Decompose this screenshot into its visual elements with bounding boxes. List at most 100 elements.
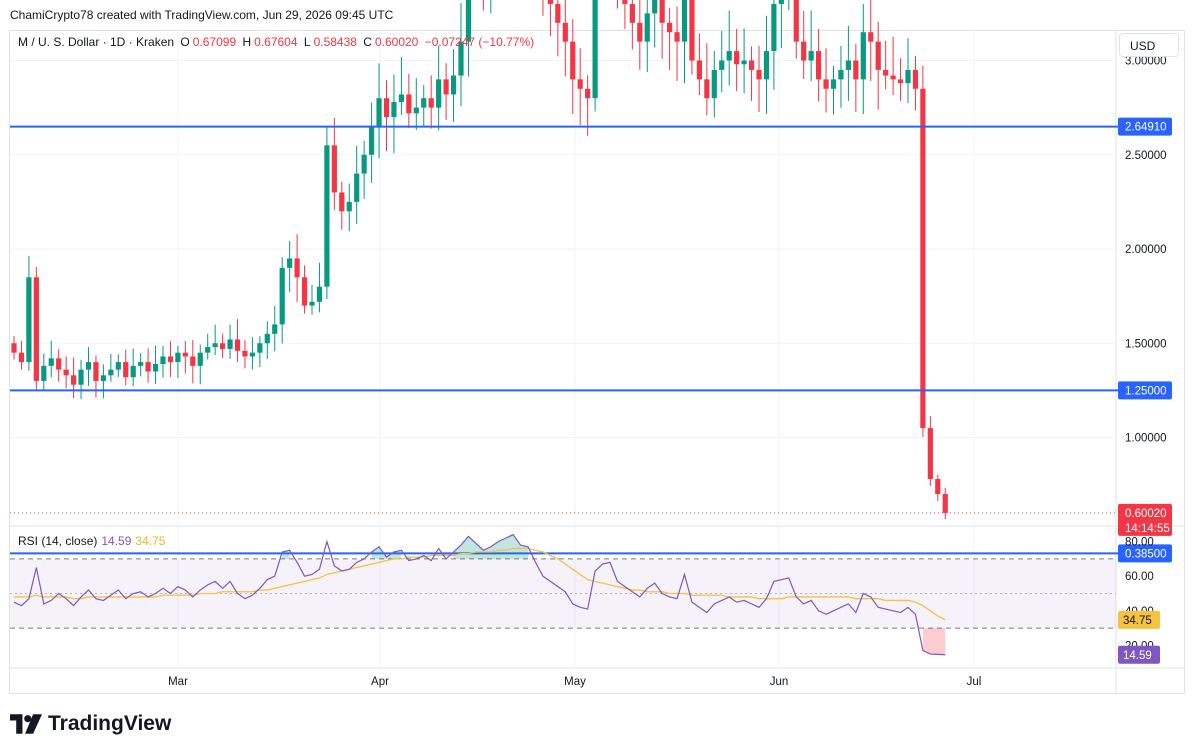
- bar-countdown-label: 14:14:55: [1125, 523, 1170, 535]
- candle-body: [652, 0, 658, 14]
- x-tick-label: Mar: [168, 676, 188, 688]
- candle-body: [78, 369, 84, 385]
- candle-body: [555, 3, 561, 23]
- candle-body: [644, 13, 650, 42]
- candle-body: [182, 352, 188, 357]
- candle-body: [130, 365, 136, 378]
- candle-body: [547, 0, 553, 4]
- candle-body: [562, 22, 568, 42]
- rsi-ma-badge-label: 34.75: [1123, 615, 1152, 627]
- x-tick-label: May: [564, 676, 586, 688]
- candle-body: [391, 101, 397, 118]
- candle-body: [845, 60, 851, 70]
- high-value: 0.67604: [254, 35, 298, 49]
- y-tick-label: 1.00000: [1125, 433, 1167, 445]
- candle-body: [41, 365, 47, 381]
- candle-body: [734, 51, 740, 65]
- candle-body: [175, 352, 181, 363]
- low-value: 0.58438: [313, 35, 357, 49]
- y-tick-label: 2.50000: [1125, 150, 1167, 162]
- candle-body: [369, 126, 375, 155]
- candle-body: [212, 343, 218, 348]
- candle-body: [227, 339, 233, 349]
- candle-body: [935, 478, 941, 495]
- candle-body: [257, 343, 263, 353]
- candle-body: [681, 0, 688, 42]
- rsi-line: [13, 533, 946, 656]
- candle-body: [443, 79, 449, 95]
- candle-body: [234, 339, 241, 351]
- candle-body: [220, 343, 226, 349]
- candle-body: [853, 60, 859, 80]
- candle-body: [376, 98, 382, 127]
- candle-body: [152, 363, 159, 372]
- symbol-legend: M / U. S. Dollar · 1D · Kraken O 0.67099 …: [18, 35, 537, 49]
- rsi-overbought-fill: [513, 534, 521, 559]
- candle-body: [85, 362, 92, 370]
- rsi-overbought-fill: [461, 536, 469, 559]
- level-price-badge: [1118, 381, 1172, 400]
- candle-body: [123, 362, 129, 378]
- rsi-overbought-fill: [453, 545, 461, 559]
- close-label: C: [363, 35, 372, 49]
- candle-body: [830, 79, 837, 89]
- candle-body: [287, 258, 293, 268]
- candle-body: [428, 98, 434, 108]
- candle-body: [465, 0, 472, 42]
- candle-body: [726, 51, 732, 61]
- candle-body: [383, 98, 390, 118]
- candle-body: [301, 277, 308, 306]
- rsi-label: RSI (14, close): [18, 534, 98, 548]
- candle-body: [890, 75, 896, 80]
- candle-body: [719, 60, 725, 70]
- rsi-value-badge-label: 14.59: [1123, 650, 1152, 662]
- candle-body: [108, 369, 114, 376]
- candle-body: [197, 352, 203, 366]
- symbol-name: M / U. S. Dollar · 1D · Kraken: [18, 35, 175, 49]
- x-tick-label: Jul: [967, 676, 982, 688]
- candle-body: [145, 362, 151, 372]
- candle-body: [11, 343, 17, 353]
- candle-body: [279, 267, 285, 325]
- x-tick-label: Jun: [770, 676, 789, 688]
- candle-body: [629, 3, 635, 23]
- candle-body: [294, 258, 300, 278]
- candle-body: [816, 51, 822, 80]
- candle-body: [942, 494, 948, 513]
- candle-body: [71, 375, 77, 385]
- candle-body: [585, 88, 591, 99]
- candle-body: [361, 154, 367, 174]
- level-price-label: 2.64910: [1125, 122, 1167, 134]
- candle-body: [808, 51, 814, 61]
- candle-body: [242, 350, 248, 357]
- rsi-tick-label: 80.00: [1125, 537, 1154, 549]
- candle-body: [823, 79, 829, 89]
- open-value: 0.67099: [192, 35, 237, 49]
- low-label: L: [303, 35, 311, 49]
- rsi-overbought-fill: [498, 538, 506, 559]
- candle-body: [33, 277, 39, 381]
- y-tick-label: 2.00000: [1125, 244, 1167, 256]
- candle-body: [324, 145, 330, 287]
- candle-body: [272, 324, 278, 334]
- candle-body: [704, 79, 710, 99]
- candle-body: [771, 3, 777, 52]
- candle-body: [756, 69, 762, 80]
- candle-body: [190, 356, 196, 366]
- candle-body: [801, 41, 807, 61]
- candle-body: [354, 173, 360, 202]
- candle-body: [659, 0, 665, 23]
- currency-button[interactable]: USD: [1119, 33, 1179, 57]
- candle-body: [897, 79, 904, 84]
- last-price-label: 0.60020: [1125, 508, 1167, 520]
- high-label: H: [242, 35, 252, 49]
- candle-body: [763, 51, 770, 80]
- close-value: 0.60020: [374, 35, 419, 49]
- candle-body: [167, 356, 174, 363]
- level-price-badge: [1118, 544, 1172, 563]
- candle-body: [264, 333, 270, 344]
- candle-body: [905, 69, 911, 84]
- candle-body: [912, 69, 919, 89]
- level-price-badge: [1118, 117, 1172, 136]
